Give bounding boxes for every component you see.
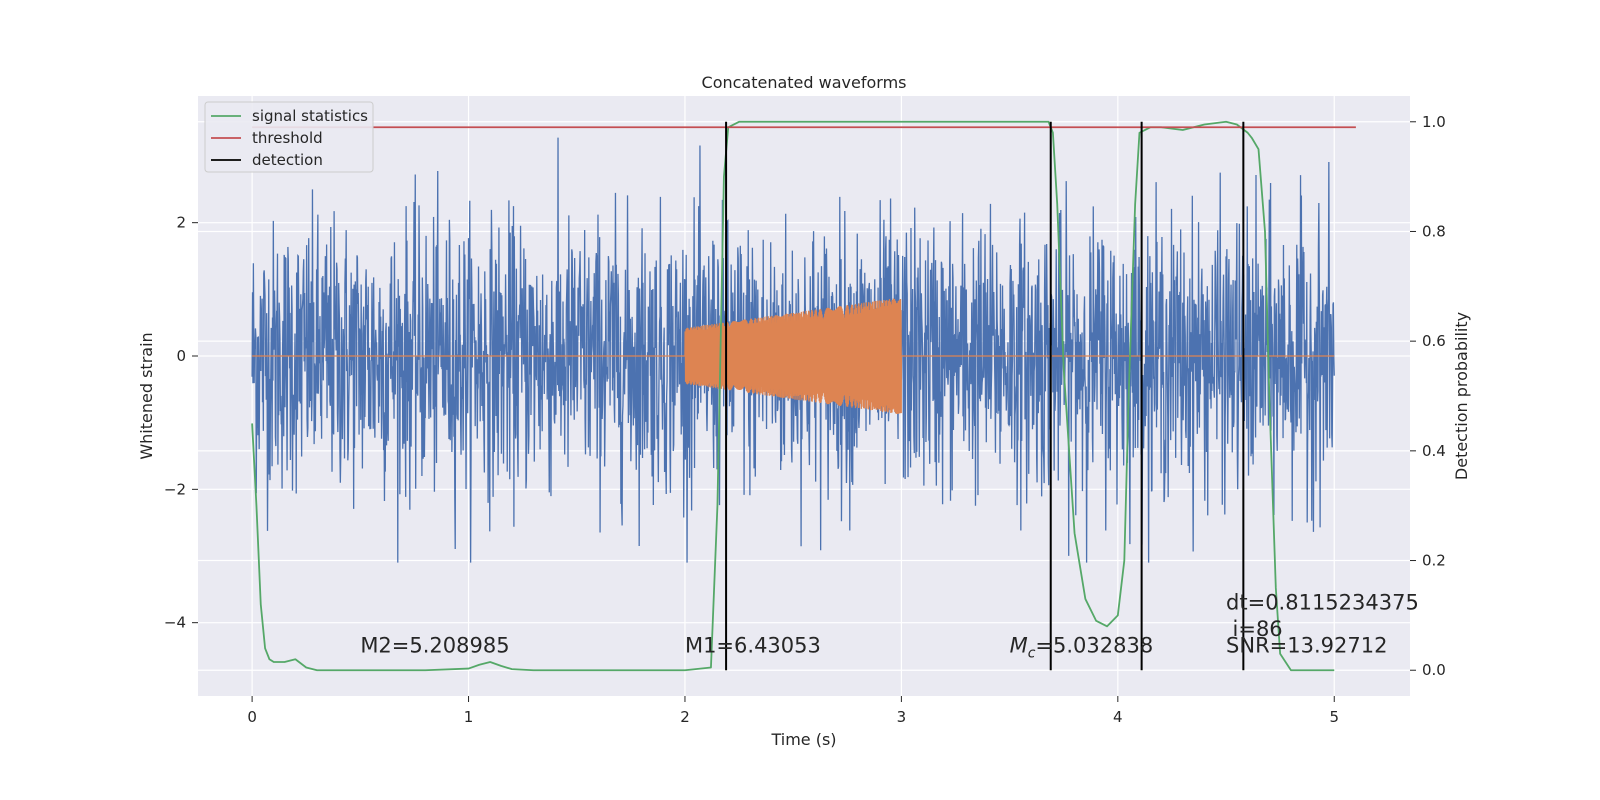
y-right-tick: 0.0 — [1410, 661, 1446, 679]
x-tick: 0 — [247, 696, 257, 726]
signal-statistics-line — [251, 120, 1335, 672]
y-right-tick-label: 0.2 — [1422, 552, 1446, 570]
probability-series — [251, 120, 1356, 672]
legend-label: signal statistics — [252, 107, 368, 125]
x-tick-label: 1 — [464, 708, 474, 726]
legend: signal statistics threshold detection — [204, 101, 374, 173]
x-tick-label: 2 — [680, 708, 690, 726]
y-tick-label: 0 — [176, 347, 186, 365]
y-right-tick-label: 1.0 — [1422, 113, 1446, 131]
y-right-tick: 0.8 — [1410, 222, 1446, 240]
annotation-text: dt=0.8115234375 — [1226, 590, 1419, 614]
chart-title: Concatenated waveforms — [702, 73, 907, 92]
y-axis-right: 0.0 0.2 0.4 0.6 0.8 1.0 — [1410, 113, 1446, 679]
annotation-text: M1=6.43053 — [685, 634, 821, 658]
y-right-tick-label: 0.0 — [1422, 661, 1446, 679]
annotations: M2=5.208985 M1=6.43053 Mc=5.032838 dt=0.811… — [360, 590, 1419, 661]
y-axis-label-right: Detection probability — [1452, 312, 1471, 480]
y-right-tick: 0.6 — [1410, 332, 1446, 350]
x-tick: 1 — [464, 696, 474, 726]
x-axis-label: Time (s) — [770, 730, 836, 749]
y-right-tick-label: 0.8 — [1422, 222, 1446, 240]
y-right-tick-label: 0.4 — [1422, 442, 1446, 460]
y-axis-left: −4 −2 0 2 — [164, 214, 198, 632]
legend-label: detection — [252, 151, 323, 169]
y-tick-label: −4 — [164, 614, 186, 632]
y-tick: −4 — [164, 614, 198, 632]
y-tick: −2 — [164, 480, 198, 498]
annotation-text: i=86 — [1233, 617, 1283, 641]
legend-item: detection — [211, 151, 323, 169]
y-tick-label: −2 — [164, 480, 186, 498]
y-tick: 2 — [176, 214, 198, 232]
legend-item: signal statistics — [211, 107, 368, 125]
x-tick-label: 4 — [1113, 708, 1123, 726]
x-tick: 3 — [897, 696, 907, 726]
legend-box — [204, 101, 374, 173]
annotation-text: SNR=13.92712 — [1226, 634, 1387, 658]
x-tick-label: 0 — [247, 708, 257, 726]
y-right-tick: 0.2 — [1410, 552, 1446, 570]
annotation-text: M2=5.208985 — [360, 634, 509, 658]
y-tick: 0 — [176, 347, 198, 365]
x-tick: 5 — [1329, 696, 1339, 726]
legend-item: threshold — [211, 129, 323, 147]
x-tick: 2 — [680, 696, 690, 726]
plot-area: M2=5.208985 M1=6.43053 Mc=5.032838 dt=0.811… — [198, 96, 1419, 696]
legend-label: threshold — [252, 129, 323, 147]
x-tick-label: 3 — [897, 708, 907, 726]
x-tick-label: 5 — [1329, 708, 1339, 726]
y-tick-label: 2 — [176, 214, 186, 232]
y-right-tick-label: 0.6 — [1422, 332, 1446, 350]
x-tick: 4 — [1113, 696, 1123, 726]
y-right-tick: 1.0 — [1410, 113, 1446, 131]
x-axis: 0 1 2 3 4 5 — [247, 696, 1339, 726]
y-axis-label-left: Whitened strain — [137, 332, 156, 459]
y-right-tick: 0.4 — [1410, 442, 1446, 460]
annotation-text: Mc=5.032838 — [1010, 634, 1154, 662]
